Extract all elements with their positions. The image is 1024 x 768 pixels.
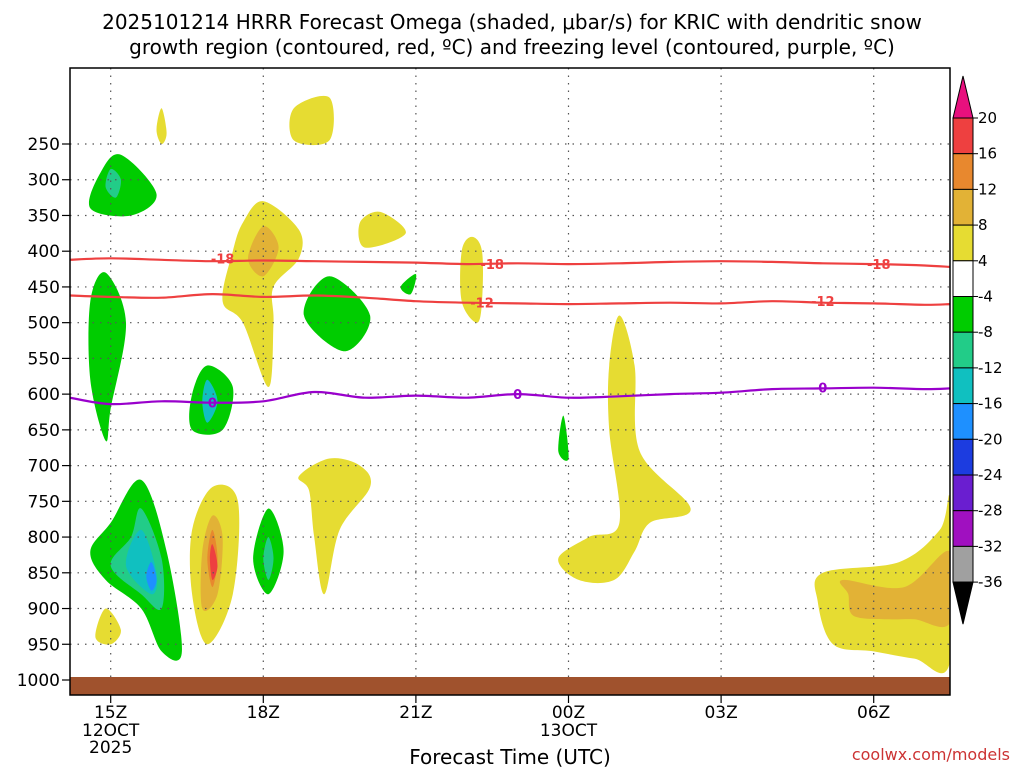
y-tick-label: 300 [28,171,60,191]
colorbar-label: -8 [978,323,993,341]
colorbar-bin [952,224,974,262]
colorbar-label: 12 [978,180,997,198]
y-tick-label: 350 [28,206,60,226]
y-tick-label: 500 [28,314,60,334]
y-tick-label: 700 [28,457,60,477]
contour-label-2-1: 0 [513,388,522,403]
colorbar-bottom-arrow [952,581,974,625]
shaded-region-1 [105,168,122,198]
shaded-region-7 [88,272,127,442]
x-tick-sublabel: 12OCT [82,721,140,741]
shaded-region-9 [400,274,417,295]
temperature-contours: -18 -18 -18 -12 -12 0 0 0 [70,252,950,412]
colorbar-bin [952,545,974,583]
colorbar-bin [952,474,974,512]
shaded-region-25 [146,562,157,591]
contour-line-2 [70,386,950,406]
shaded-region-15 [298,458,372,595]
x-tick-label: 06Z [857,703,890,723]
colorbar-bin [952,510,974,547]
y-tick-label: 950 [28,635,60,655]
colorbar-label: 4 [978,252,988,270]
shaded-region-5 [248,226,279,277]
colorbar-bin [952,438,974,476]
shaded-region-19 [209,544,218,581]
colorbar-label: -28 [978,502,1003,520]
x-tick-sublabel: 2025 [89,738,132,758]
shaded-region-13 [558,315,691,584]
contour-label-1-1: -12 [811,295,835,310]
colorbar-label: -4 [978,288,993,306]
colorbar-label: -36 [978,573,1003,591]
x-axis-label: Forecast Time (UTC) [409,745,611,768]
y-tick-label: 550 [28,349,60,369]
y-axis: 250 300 350 400 450 500 550 600 650 700 750 800 850 9… [17,135,70,691]
y-tick-label: 400 [28,242,60,262]
contour-label-1-0: -12 [470,297,494,312]
y-tick-label: 850 [28,564,60,584]
y-tick-label: 600 [28,385,60,405]
colorbar-bin [952,403,974,440]
colorbar-bin [952,117,974,155]
contour-label-0-2: -18 [867,258,891,273]
y-tick-label: 450 [28,278,60,298]
shaded-region-26 [95,608,121,645]
colorbar-label: -32 [978,537,1003,555]
x-tick-label: 18Z [247,703,280,723]
shaded-region-2 [156,108,167,145]
colorbar-bin [952,260,974,297]
colorbar: 20 16 12 8 4 -4 -8 -12 -16 -20 -24 -28 -32 -36 [952,75,1003,625]
credit-link[interactable]: coolwx.com/models [852,745,1010,764]
x-tick-label: 15Z [94,703,127,723]
contour-label-2-2: 0 [818,382,827,397]
x-tick-sublabel: 13OCT [540,721,598,741]
x-tick-label: 03Z [704,703,737,723]
colorbar-label: -20 [978,430,1003,448]
contour-line-0 [70,257,950,268]
colorbar-label: -16 [978,395,1003,413]
colorbar-bin [952,367,974,405]
y-tick-label: 650 [28,421,60,441]
colorbar-bin [952,331,974,369]
y-tick-label: 800 [28,528,60,548]
shaded-region-6 [358,211,406,248]
y-tick-label: 250 [28,135,60,155]
plot-frame [69,67,951,696]
colorbar-bin [952,153,974,190]
colorbar-label: 8 [978,216,988,234]
colorbar-bin [952,296,974,333]
ground-surface [70,677,950,695]
shaded-region-0 [88,154,157,217]
chart-title-line2: growth region (contoured, red, ºC) and f… [129,35,895,59]
y-tick-label: 900 [28,600,60,620]
shaded-region-4 [222,201,303,387]
shaded-region-12 [202,379,218,423]
contour-label-0-0: -18 [211,252,235,267]
shaded-region-10 [460,236,483,323]
colorbar-label: -24 [978,466,1003,484]
contour-line-1 [70,292,950,306]
x-tick-label: 00Z [552,703,585,723]
shaded-region-14 [558,415,569,461]
chart-title-line1: 2025101214 HRRR Forecast Omega (shaded, … [102,10,922,34]
shaded-region-21 [263,537,274,580]
contour-label-2-0: 0 [208,397,217,412]
shaded-region-27 [814,494,950,674]
shaded-region-28 [839,550,950,628]
shaded-region-3 [289,95,334,146]
colorbar-label: -12 [978,359,1003,377]
colorbar-label: 16 [978,145,997,163]
x-tick-label: 21Z [399,703,432,723]
y-tick-label: 750 [28,492,60,512]
y-tick-label: 1000 [17,671,60,691]
colorbar-bin [952,188,974,226]
colorbar-label: 20 [978,109,997,127]
contour-label-0-1: -18 [480,258,504,273]
